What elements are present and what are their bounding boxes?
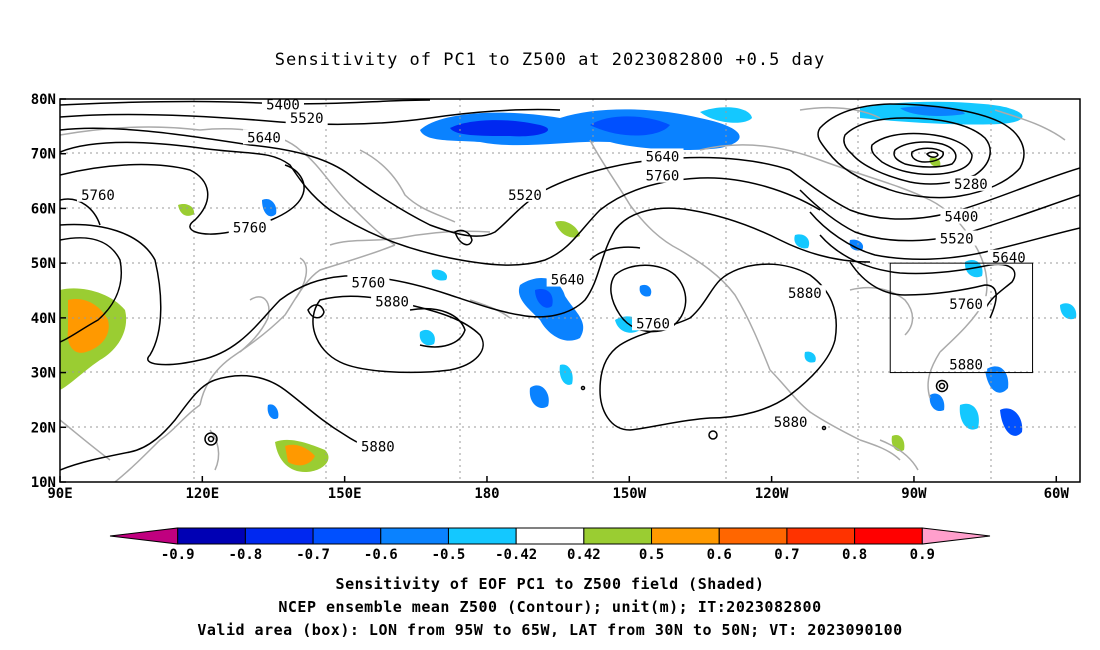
contour-label-bg (76, 186, 119, 202)
contour-label-bg (356, 438, 399, 454)
colorbar-label: 0.7 (774, 547, 799, 563)
contour-label: 5760 (636, 316, 670, 332)
x-axis-label: 180 (474, 486, 499, 502)
contour-label: 5760 (949, 297, 983, 313)
colorbar-segment (312, 527, 382, 545)
y-axis-label: 40N (31, 311, 56, 327)
contour-label-bg (641, 167, 684, 183)
axis-labels: 10N 20N 30N 40N 50N 60N 70N 80N 90E 120E 150E 180 15… (31, 92, 1070, 502)
contour-label: 5760 (646, 169, 680, 185)
contour-label: 5520 (508, 188, 542, 204)
contour-label: 5760 (81, 188, 115, 204)
z500-contours (60, 99, 1080, 471)
map-grid (60, 99, 1080, 482)
map-frame (59, 98, 1081, 483)
colorbar-segment (583, 527, 653, 545)
footer-line-contour: NCEP ensemble mean Z500 (Contour); unit(… (278, 598, 822, 616)
colorbar-label: 0.9 (910, 547, 935, 563)
colorbar-segment (244, 527, 314, 545)
contour-label-bg (285, 110, 328, 126)
colorbar-segment (380, 527, 449, 545)
colorbar-label: -0.9 (161, 547, 195, 563)
contour-label-bg (940, 208, 983, 224)
map-title: Sensitivity of PC1 to Z500 at 2023082800… (274, 50, 826, 70)
contour-label-bg (347, 274, 390, 290)
colorbar-segment (447, 527, 517, 545)
colorbar-label: 0.5 (639, 547, 664, 563)
y-axis-label: 80N (31, 92, 56, 108)
contour-label-bg (945, 356, 988, 372)
x-axis-label: 90E (47, 486, 72, 502)
colorbar-segment (921, 527, 991, 545)
colorbar-segment (786, 527, 856, 545)
contour-label: 5880 (375, 294, 409, 310)
y-axis-label: 10N (31, 475, 56, 491)
colorbar-label: 0.42 (567, 547, 601, 563)
contour-label: 5640 (646, 149, 680, 165)
contour-label-bg (261, 96, 304, 112)
footer-line-valid-area: Valid area (box): LON from 95W to 65W, L… (197, 621, 903, 639)
contour-label: 5400 (266, 97, 300, 113)
colorbar-segment (109, 527, 179, 545)
colorbar: -0.9 -0.8 -0.7 -0.6 -0.5 -0.42 0.42 0.5 0.6 0.7 0.… (109, 527, 991, 563)
contour-label: 5760 (352, 275, 386, 291)
contour-label: 5640 (992, 251, 1026, 267)
contour-labels: 5400552056405760576055205640576052805400… (76, 96, 1030, 455)
x-axis-label: 60W (1044, 486, 1070, 502)
contour-label-bg (503, 186, 546, 202)
contour-label-bg (949, 175, 992, 191)
colorbar-label: -0.8 (229, 547, 263, 563)
colorbar-segment (651, 527, 720, 545)
contour-label: 5640 (551, 273, 585, 289)
contour-label: 5760 (233, 221, 267, 237)
valid-area-box (889, 262, 1034, 374)
contour-label-bg (371, 293, 414, 309)
colorbar-segment (718, 527, 788, 545)
colorbar-label: -0.6 (364, 547, 398, 563)
colorbar-segment (177, 527, 246, 545)
colorbar-label: -0.42 (495, 547, 537, 563)
colorbar-label: -0.7 (296, 547, 330, 563)
contour-label-bg (945, 296, 988, 312)
y-axis-label: 30N (31, 366, 56, 382)
contour-label-bg (987, 249, 1030, 265)
colorbar-segment (854, 527, 923, 545)
x-axis-label: 90W (901, 486, 927, 502)
contour-label: 5520 (940, 232, 974, 248)
y-axis-label: 60N (31, 201, 56, 217)
y-axis-label: 20N (31, 420, 56, 436)
contour-label-bg (632, 315, 675, 331)
x-axis-label: 120E (185, 486, 219, 502)
contour-label-bg (546, 271, 589, 287)
y-axis-label: 70N (31, 147, 56, 163)
contour-label-bg (228, 219, 271, 235)
contour-label-bg (243, 129, 285, 145)
contour-label: 5880 (949, 357, 983, 373)
colorbar-label: 0.8 (842, 547, 867, 563)
contour-label: 5640 (247, 130, 281, 146)
x-axis-label: 150E (328, 486, 362, 502)
footer-line-shaded: Sensitivity of EOF PC1 to Z500 field (Sh… (335, 575, 765, 593)
contour-label-bg (641, 148, 684, 164)
colorbar-segment (515, 527, 585, 545)
contour-label: 5880 (788, 286, 822, 302)
contour-label: 5880 (361, 439, 395, 455)
contour-label: 5880 (774, 415, 808, 431)
contour-label: 5400 (945, 210, 979, 226)
contour-label: 5280 (954, 177, 988, 193)
x-axis-label: 150W (612, 486, 646, 502)
colorbar-label: -0.5 (432, 547, 466, 563)
contour-label-bg (935, 230, 978, 246)
contour-label-bg (769, 413, 812, 429)
coastlines (60, 106, 1066, 482)
y-axis-label: 50N (31, 256, 56, 272)
x-axis-label: 120W (755, 486, 789, 502)
contour-label: 5520 (290, 111, 324, 127)
sensitivity-shading (60, 101, 1077, 472)
colorbar-label: 0.6 (707, 547, 732, 563)
contour-label-bg (783, 285, 826, 301)
